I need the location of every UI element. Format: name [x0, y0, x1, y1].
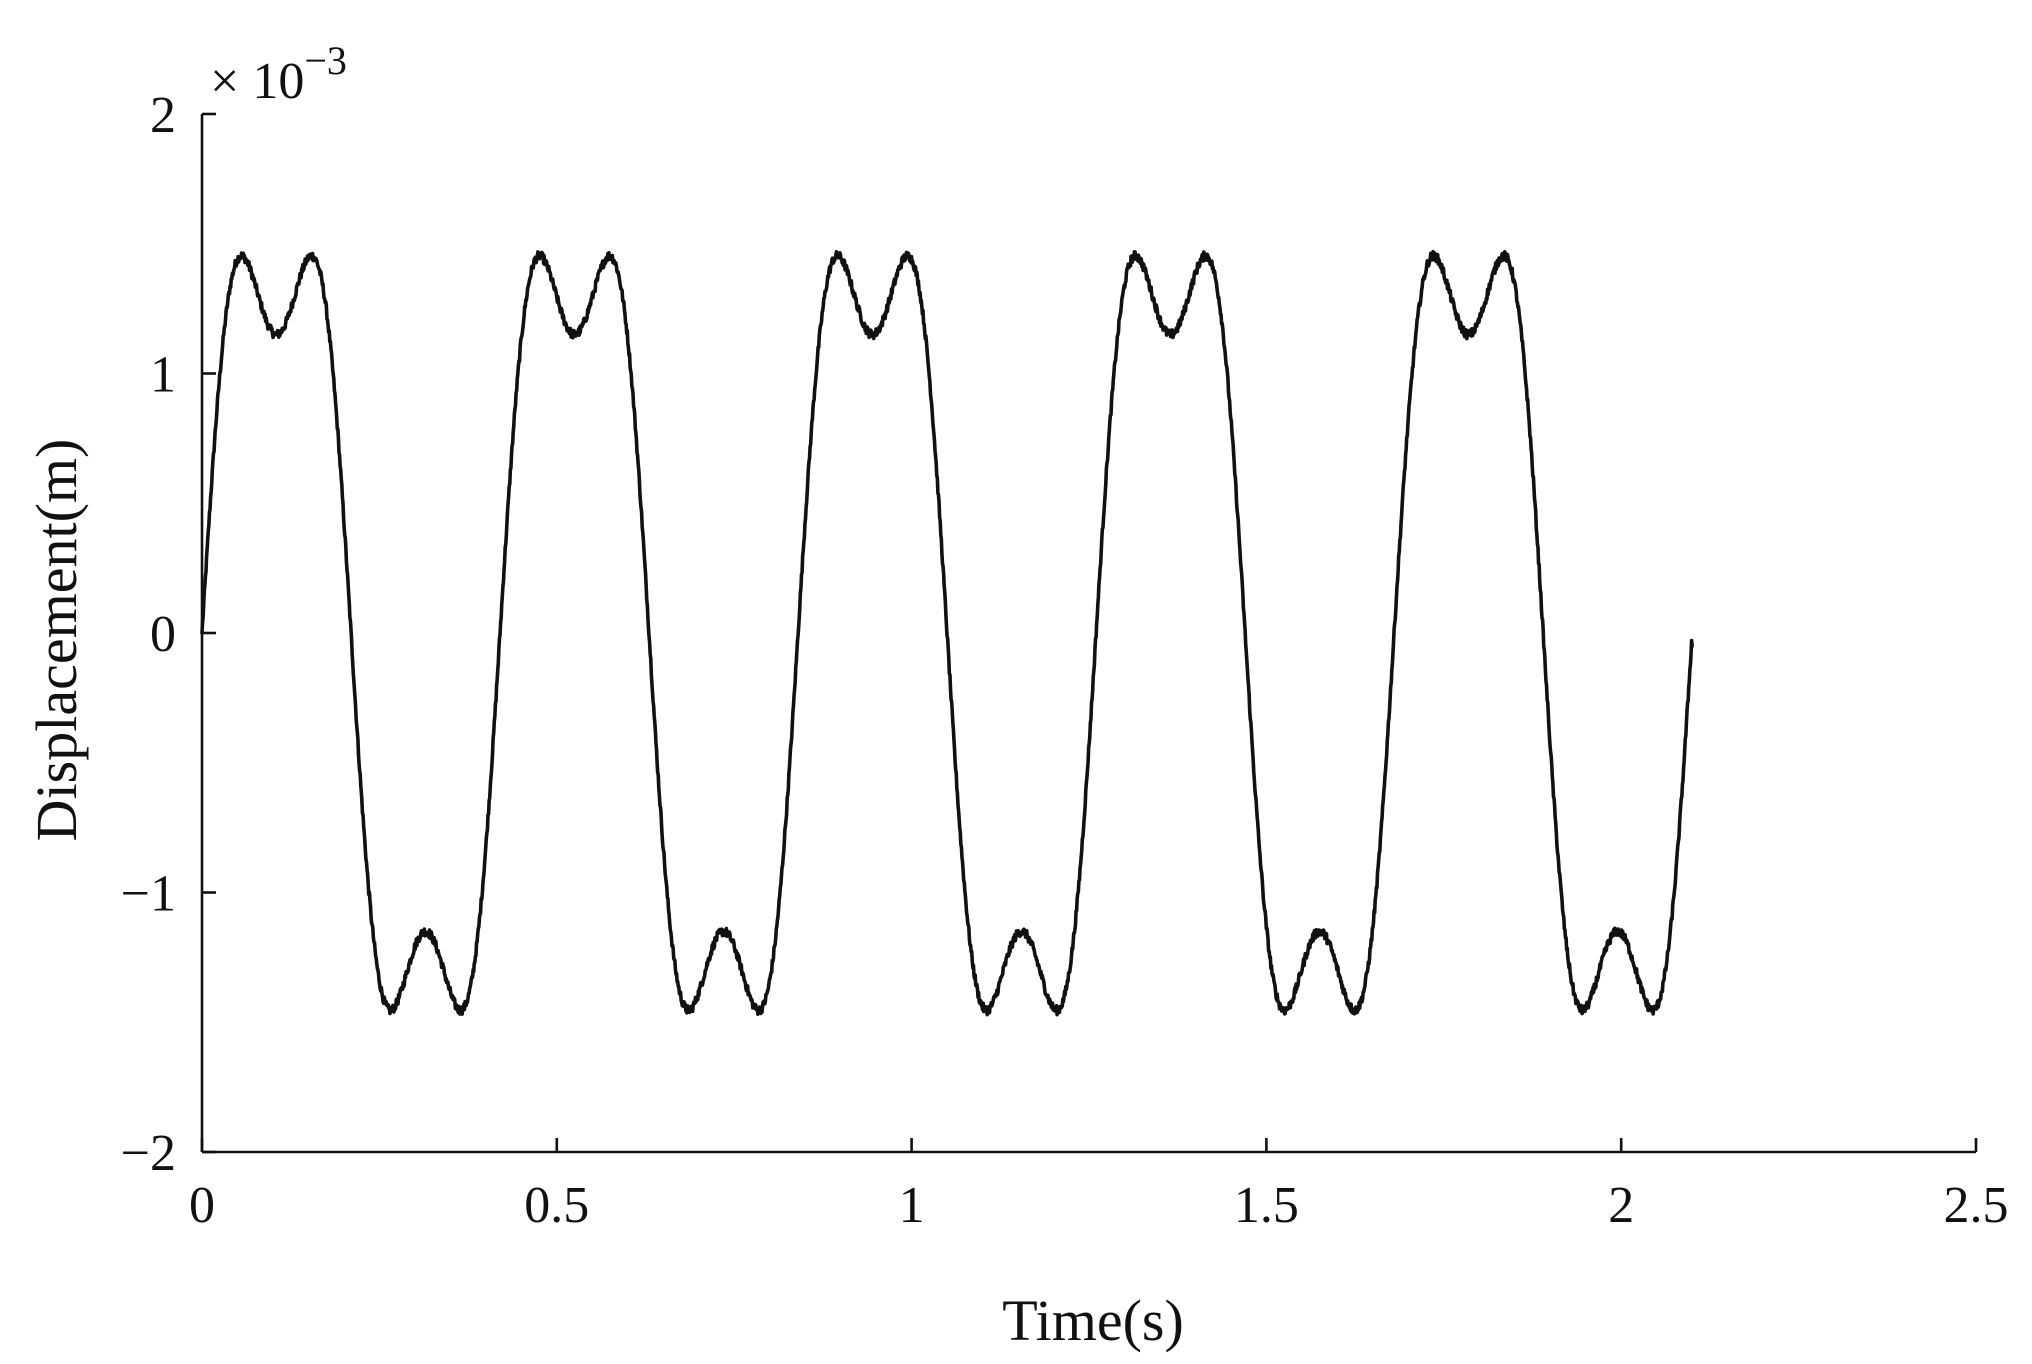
y-tick-label: 1	[150, 347, 176, 404]
tick-labels-layer: 0 0.5 1 1.5 2 2.5 −2 −1 0 1 2	[121, 87, 2009, 1234]
y-tick-label: −2	[121, 1125, 176, 1182]
y-tick-label: −1	[121, 866, 176, 923]
x-tick-label: 1.5	[1234, 1177, 1299, 1234]
y-axis-multiplier-exponent: −3	[304, 38, 347, 83]
x-tick-label: 2	[1608, 1177, 1634, 1234]
x-tick-label: 0.5	[524, 1177, 589, 1234]
x-axis-title: Time(s)	[1002, 1288, 1184, 1353]
y-axis-title: Displacement(m)	[24, 439, 89, 842]
y-tick-label: 0	[150, 606, 176, 663]
x-tick-label: 2.5	[1944, 1177, 2009, 1234]
x-tick-label: 1	[899, 1177, 925, 1234]
y-axis-multiplier-base: × 10	[210, 53, 304, 110]
y-tick-label: 2	[150, 87, 176, 144]
series-line-displacement	[200, 249, 1694, 1017]
x-tick-label: 0	[189, 1177, 215, 1234]
y-axis-multiplier: × 10−3	[210, 38, 347, 110]
